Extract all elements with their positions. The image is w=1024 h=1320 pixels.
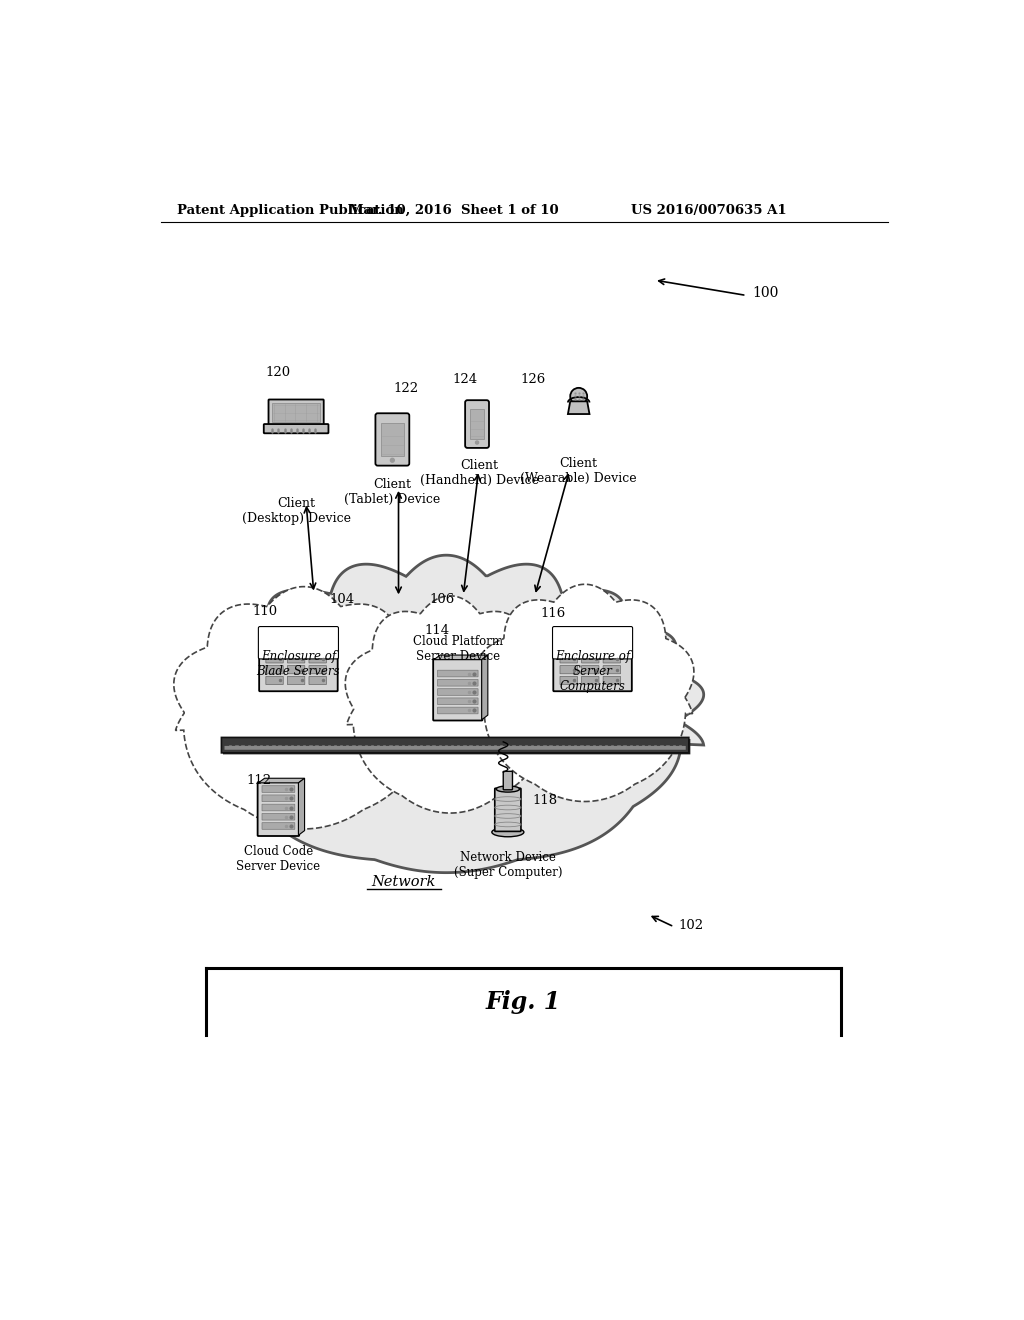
FancyBboxPatch shape bbox=[309, 676, 327, 685]
FancyBboxPatch shape bbox=[603, 676, 621, 685]
Text: 116: 116 bbox=[541, 607, 565, 620]
Polygon shape bbox=[345, 595, 555, 813]
Text: Client
(Desktop) Device: Client (Desktop) Device bbox=[242, 498, 350, 525]
Text: 106: 106 bbox=[429, 594, 455, 606]
Text: Enclosure of
Blade Servers: Enclosure of Blade Servers bbox=[257, 649, 340, 677]
Polygon shape bbox=[434, 655, 487, 660]
FancyBboxPatch shape bbox=[262, 813, 295, 820]
FancyBboxPatch shape bbox=[272, 404, 319, 422]
FancyBboxPatch shape bbox=[553, 649, 632, 692]
Circle shape bbox=[390, 458, 394, 462]
FancyBboxPatch shape bbox=[437, 680, 478, 686]
FancyBboxPatch shape bbox=[262, 804, 295, 810]
Circle shape bbox=[475, 441, 478, 444]
Polygon shape bbox=[174, 586, 434, 829]
Text: Client
(Handheld) Device: Client (Handheld) Device bbox=[420, 459, 539, 487]
FancyBboxPatch shape bbox=[381, 422, 403, 457]
FancyBboxPatch shape bbox=[223, 739, 690, 755]
FancyBboxPatch shape bbox=[224, 746, 686, 750]
FancyBboxPatch shape bbox=[553, 627, 633, 659]
Text: US 2016/0070635 A1: US 2016/0070635 A1 bbox=[631, 205, 786, 218]
Polygon shape bbox=[476, 585, 694, 801]
FancyBboxPatch shape bbox=[288, 665, 305, 673]
FancyBboxPatch shape bbox=[288, 655, 305, 663]
FancyBboxPatch shape bbox=[262, 785, 295, 792]
Text: Network Device
(Super Computer): Network Device (Super Computer) bbox=[454, 851, 562, 879]
FancyBboxPatch shape bbox=[266, 665, 284, 673]
FancyBboxPatch shape bbox=[560, 655, 578, 663]
FancyBboxPatch shape bbox=[437, 671, 478, 677]
Text: Mar. 10, 2016  Sheet 1 of 10: Mar. 10, 2016 Sheet 1 of 10 bbox=[349, 205, 559, 218]
Polygon shape bbox=[258, 779, 304, 783]
FancyBboxPatch shape bbox=[262, 822, 295, 829]
Polygon shape bbox=[568, 401, 590, 414]
Ellipse shape bbox=[492, 828, 524, 837]
FancyBboxPatch shape bbox=[221, 738, 689, 752]
Text: 104: 104 bbox=[330, 594, 354, 606]
Text: 112: 112 bbox=[246, 774, 271, 787]
FancyBboxPatch shape bbox=[503, 771, 512, 789]
Text: 114: 114 bbox=[425, 624, 450, 638]
FancyBboxPatch shape bbox=[437, 708, 478, 714]
FancyBboxPatch shape bbox=[582, 665, 599, 673]
FancyBboxPatch shape bbox=[495, 788, 521, 832]
FancyBboxPatch shape bbox=[268, 400, 324, 425]
FancyBboxPatch shape bbox=[470, 409, 484, 438]
FancyBboxPatch shape bbox=[266, 655, 284, 663]
FancyBboxPatch shape bbox=[465, 400, 489, 447]
FancyBboxPatch shape bbox=[376, 413, 410, 466]
Text: 122: 122 bbox=[394, 381, 419, 395]
FancyBboxPatch shape bbox=[258, 781, 299, 836]
Text: Network: Network bbox=[372, 875, 436, 890]
FancyBboxPatch shape bbox=[603, 655, 621, 663]
Polygon shape bbox=[188, 556, 703, 873]
Text: 100: 100 bbox=[753, 286, 779, 300]
Text: 126: 126 bbox=[520, 374, 546, 387]
Text: Cloud Platform
Server Device: Cloud Platform Server Device bbox=[413, 635, 503, 663]
Circle shape bbox=[570, 388, 587, 405]
FancyBboxPatch shape bbox=[266, 676, 284, 685]
FancyBboxPatch shape bbox=[264, 424, 329, 433]
FancyBboxPatch shape bbox=[309, 665, 327, 673]
FancyBboxPatch shape bbox=[582, 676, 599, 685]
Text: Cloud Code
Server Device: Cloud Code Server Device bbox=[237, 845, 321, 874]
Text: Client
(Wearable) Device: Client (Wearable) Device bbox=[520, 457, 637, 486]
Text: 110: 110 bbox=[252, 605, 278, 618]
FancyBboxPatch shape bbox=[560, 665, 578, 673]
Text: 102: 102 bbox=[679, 919, 703, 932]
Polygon shape bbox=[481, 655, 487, 719]
Text: 120: 120 bbox=[265, 367, 291, 379]
FancyBboxPatch shape bbox=[433, 659, 482, 721]
Text: Fig. 1: Fig. 1 bbox=[485, 990, 561, 1014]
FancyBboxPatch shape bbox=[288, 676, 305, 685]
Ellipse shape bbox=[497, 785, 519, 792]
FancyBboxPatch shape bbox=[603, 665, 621, 673]
FancyBboxPatch shape bbox=[262, 795, 295, 801]
Polygon shape bbox=[298, 779, 304, 836]
Text: Enclosure of
Server
Computers: Enclosure of Server Computers bbox=[555, 649, 630, 693]
Text: 124: 124 bbox=[453, 374, 477, 387]
FancyBboxPatch shape bbox=[258, 627, 339, 659]
Text: 118: 118 bbox=[532, 793, 558, 807]
FancyBboxPatch shape bbox=[560, 676, 578, 685]
Text: Patent Application Publication: Patent Application Publication bbox=[177, 205, 403, 218]
Text: Client
(Tablet) Device: Client (Tablet) Device bbox=[344, 478, 440, 506]
FancyBboxPatch shape bbox=[437, 698, 478, 705]
FancyBboxPatch shape bbox=[437, 689, 478, 696]
FancyBboxPatch shape bbox=[259, 649, 338, 692]
FancyBboxPatch shape bbox=[309, 655, 327, 663]
FancyBboxPatch shape bbox=[582, 655, 599, 663]
